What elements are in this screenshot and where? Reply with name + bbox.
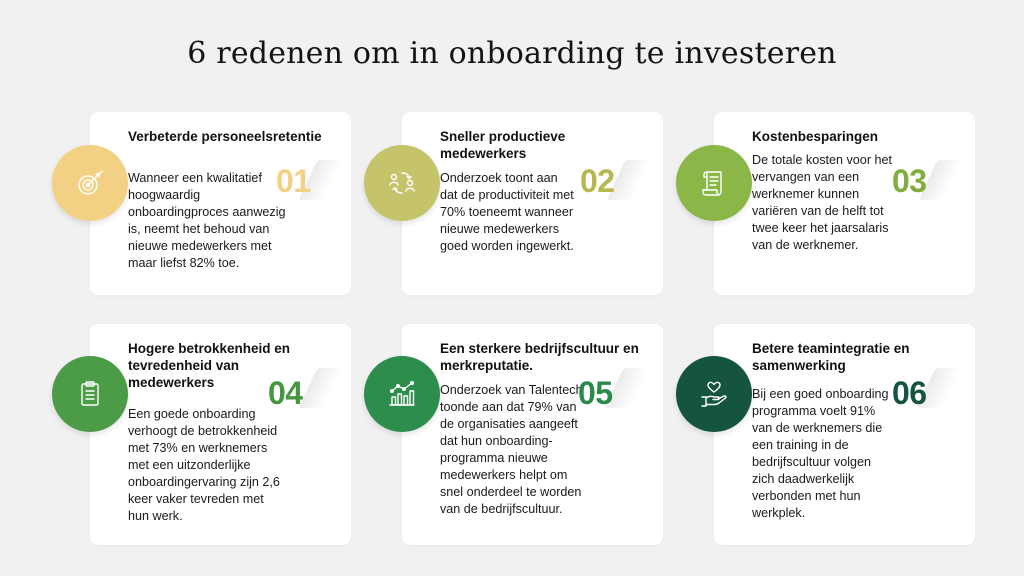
card-title: Een sterkere bedrijfscultuur en merkrepu… bbox=[440, 341, 639, 373]
card-reason-5: Een sterkere bedrijfscultuur en merkrepu… bbox=[402, 324, 663, 545]
reason-icon-circle-3 bbox=[676, 145, 752, 221]
people-exchange-icon bbox=[389, 172, 415, 194]
card-number: 01 bbox=[276, 163, 311, 199]
card-number: 04 bbox=[268, 375, 303, 411]
page-title: 6 redenen om in onboarding te investeren bbox=[187, 36, 837, 71]
reason-icon-circle-4 bbox=[52, 356, 128, 432]
clipboard-icon bbox=[81, 381, 99, 406]
card-reason-6: Betere teamintegratie en samenwerking Bi… bbox=[714, 324, 975, 545]
card-body: Wanneer een kwalitatief hoogwaardig onbo… bbox=[128, 171, 286, 270]
card-body: Onderzoek toont aan dat de productivitei… bbox=[440, 171, 574, 253]
card-body: Onderzoek van Talentech toonde aan dat 7… bbox=[440, 383, 583, 516]
card-body: Een goede onboarding verhoogt de betrokk… bbox=[128, 407, 280, 523]
card-title: Verbeterde personeelsretentie bbox=[128, 129, 322, 144]
card-number: 06 bbox=[892, 375, 927, 411]
card-title: Kostenbesparingen bbox=[752, 129, 879, 144]
heart-hand-icon bbox=[701, 381, 727, 407]
card-number: 02 bbox=[580, 163, 615, 199]
target-icon bbox=[78, 170, 103, 195]
reason-icon-circle-2 bbox=[364, 145, 440, 221]
card-number: 03 bbox=[892, 163, 927, 199]
chart-growth-icon bbox=[389, 381, 415, 406]
card-title: Hogere betrokkenheid en tevredenheid van… bbox=[128, 341, 291, 390]
card-reason-1: Verbeterde personeelsretentie Wanneer ee… bbox=[90, 112, 351, 295]
card-title: Sneller productieve medewerkers bbox=[440, 129, 566, 161]
reason-icon-circle-5 bbox=[364, 356, 440, 432]
card-number: 05 bbox=[578, 375, 613, 411]
card-title: Betere teamintegratie en samenwerking bbox=[752, 341, 910, 373]
card-body: Bij een goed onboarding programma voelt … bbox=[752, 387, 889, 520]
reason-icon-circle-6 bbox=[676, 356, 752, 432]
card-reason-2: Sneller productieve medewerkers Onderzoe… bbox=[402, 112, 663, 295]
card-reason-3: Kostenbesparingen De totale kosten voor … bbox=[714, 112, 975, 295]
reason-icon-circle-1 bbox=[52, 145, 128, 221]
document-scroll-icon bbox=[702, 171, 722, 196]
card-body: De totale kosten voor het vervangen van … bbox=[752, 153, 893, 252]
card-reason-4: Hogere betrokkenheid en tevredenheid van… bbox=[90, 324, 351, 545]
